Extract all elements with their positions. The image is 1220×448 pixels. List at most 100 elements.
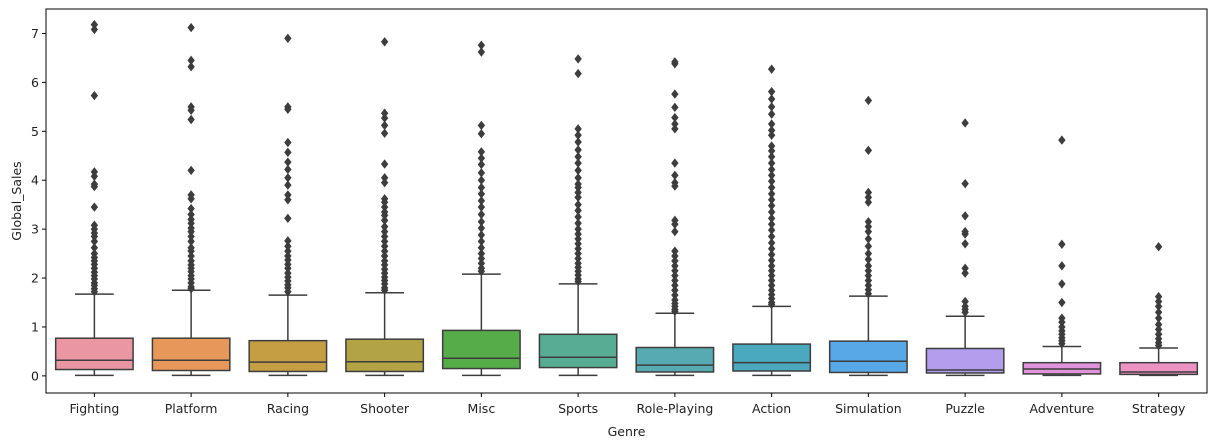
outlier-point [284,213,292,224]
x-tick-label: Adventure [1030,401,1095,416]
outlier-point [671,226,679,237]
box-adventure [1022,135,1102,377]
x-tick-label: Simulation [835,401,902,416]
box-shooter [345,37,425,377]
x-tick-label: Platform [165,401,218,416]
outlier-point [767,130,776,140]
y-tick-label: 7 [31,26,39,41]
outlier-point [90,24,99,35]
box-simulation [828,95,908,377]
outlier-point [864,95,873,106]
outlier-point [767,64,776,74]
outlier-point [1154,242,1163,252]
outlier-point [671,181,679,191]
y-tick-label: 3 [31,222,39,237]
x-tick-label: Action [752,401,791,416]
outlier-point [961,239,969,249]
outlier-point [961,307,969,317]
iqr-box [828,340,908,374]
outlier-point [864,289,873,299]
outlier-point [671,102,679,113]
outlier-point [1058,261,1066,271]
outlier-point [90,90,99,101]
outlier-point [961,268,969,278]
iqr-box [345,338,425,373]
outlier-point [671,89,679,99]
box-racing [248,33,328,377]
iqr-box [248,339,328,373]
outlier-point [284,287,292,297]
y-tick-label: 0 [31,368,39,383]
y-tick-label: 6 [31,75,39,90]
outlier-point [574,276,582,287]
outlier-point [864,145,873,156]
x-tick-label: Role-Playing [636,401,713,416]
box-action [732,64,812,377]
y-tick-label: 2 [31,271,39,286]
outlier-point [380,120,389,131]
y-tick-label: 5 [31,124,39,139]
box-strategy [1119,242,1199,377]
x-tick-label: Strategy [1132,401,1186,416]
outlier-point [477,129,486,139]
y-axis-label: Global_Sales [9,161,24,240]
box-platform [151,22,231,377]
iqr-box [1119,361,1199,376]
outlier-point [380,177,389,188]
outlier-point [864,197,873,207]
x-tick-label: Shooter [360,401,410,416]
iqr-box [732,343,812,372]
outlier-point [767,299,776,310]
outlier-point [284,137,292,148]
plot-area [54,19,1199,377]
iqr-box [538,333,618,369]
outlier-point [1154,340,1163,351]
outlier-point [477,159,486,170]
outlier-point [90,202,99,212]
outlier-point [1058,135,1066,145]
outlier-point [187,165,195,176]
outlier-point [380,128,389,138]
box-puzzle [925,118,1005,377]
outlier-point [961,211,969,221]
outlier-point [1058,297,1066,308]
x-tick-label: Racing [267,401,309,416]
outlier-point [574,68,582,79]
outlier-point [284,164,292,175]
x-tick-label: Puzzle [945,401,985,416]
outlier-point [574,137,582,147]
outlier-point [767,109,776,119]
iqr-box [441,329,521,370]
box-sports [538,54,618,377]
outlier-point [187,22,195,33]
outlier-point [477,266,486,276]
x-tick-label: Fighting [69,401,119,416]
outlier-point [187,114,195,125]
outlier-point [961,118,969,128]
outlier-point [767,94,776,104]
box-role-playing [635,57,715,377]
outlier-point [671,306,679,316]
y-tick-label: 4 [31,173,39,188]
x-axis-label: Genre [608,424,646,439]
outlier-point [671,124,679,134]
outlier-point [1058,279,1066,289]
iqr-box [925,347,1005,374]
outlier-point [284,180,292,190]
outlier-point [961,229,969,239]
outlier-point [284,147,292,158]
outlier-point [90,287,99,297]
outlier-point [1058,338,1066,349]
iqr-box [151,337,231,372]
outlier-point [671,158,679,168]
box-fighting [54,19,134,377]
outlier-point [380,37,389,47]
x-tick-label: Sports [558,401,598,416]
outlier-point [187,62,195,72]
y-tick-label: 1 [31,319,39,334]
outlier-point [90,181,99,192]
iqr-box [635,346,715,373]
outlier-point [187,194,195,204]
box-misc [441,40,521,377]
